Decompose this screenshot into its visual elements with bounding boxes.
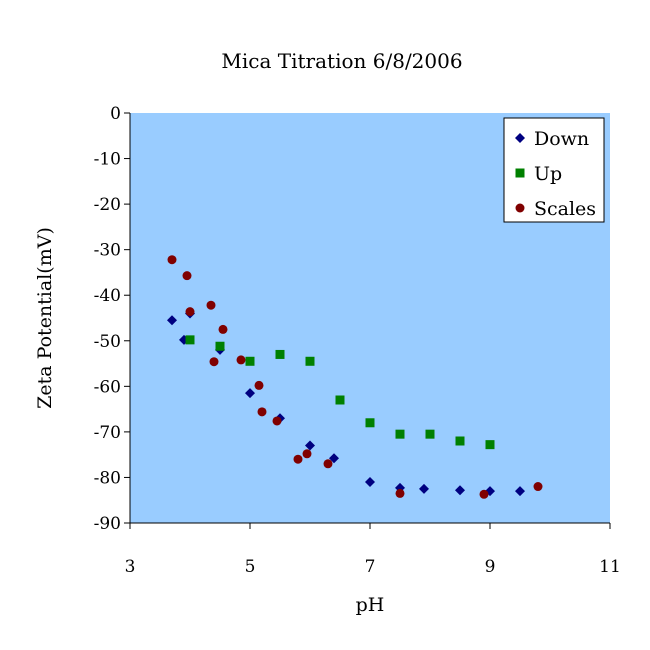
data-point-scales — [182, 271, 192, 281]
legend-marker-up — [515, 168, 525, 178]
data-point-down — [305, 440, 315, 451]
legend-label-down: Down — [534, 128, 589, 150]
data-point-scales — [293, 454, 303, 464]
y-tick-label: -80 — [94, 468, 121, 488]
x-axis: 3 5 7 9 11 — [125, 522, 621, 577]
series-up — [185, 335, 495, 450]
x-tick-label: 3 — [125, 557, 136, 577]
data-point-scales — [395, 488, 405, 498]
data-point-scales — [236, 355, 246, 365]
data-point-scales — [272, 416, 282, 426]
x-axis-title: pH — [356, 594, 385, 616]
data-point-up — [395, 429, 405, 439]
x-tick-label: 11 — [599, 557, 621, 577]
legend-label-up: Up — [534, 163, 562, 185]
x-tick-label: 7 — [365, 557, 376, 577]
data-point-up — [335, 395, 345, 405]
data-point-up — [245, 356, 255, 366]
x-tick-label: 9 — [485, 557, 496, 577]
series-scales — [167, 255, 543, 499]
data-point-scales — [209, 357, 219, 367]
y-tick-label: -70 — [94, 423, 121, 443]
data-point-scales — [302, 449, 312, 459]
x-tick-label: 5 — [245, 557, 256, 577]
y-axis-title: Zeta Potential(mV) — [34, 227, 56, 409]
data-point-down — [329, 453, 339, 464]
legend: Down Up Scales — [503, 117, 605, 223]
y-tick-label: -40 — [94, 286, 121, 306]
data-point-up — [185, 335, 195, 345]
y-tick-label: -90 — [94, 514, 121, 534]
data-point-up — [485, 440, 495, 450]
legend-marker-scales — [515, 203, 525, 213]
y-tick-label: -50 — [94, 332, 121, 352]
data-point-down — [515, 486, 525, 497]
data-point-up — [455, 436, 465, 446]
y-tick-label: -10 — [94, 150, 121, 170]
data-point-down — [167, 315, 177, 326]
y-tick-label: -60 — [94, 377, 121, 397]
y-tick-label: -30 — [94, 241, 121, 261]
legend-label-scales: Scales — [534, 198, 596, 220]
data-point-scales — [254, 380, 264, 390]
data-point-up — [365, 418, 375, 428]
data-point-up — [215, 341, 225, 351]
data-point-up — [425, 429, 435, 439]
data-point-scales — [218, 324, 228, 334]
data-point-down — [455, 485, 465, 496]
data-point-up — [275, 349, 285, 359]
data-point-scales — [533, 482, 543, 492]
chart-title: Mica Titration 6/8/2006 — [221, 49, 462, 73]
data-point-scales — [167, 255, 177, 265]
y-axis: 0 -10 -20 -30 -40 -50 -60 -70 -80 -90 — [94, 104, 131, 534]
y-tick-label: 0 — [110, 104, 121, 124]
y-tick-label: -20 — [94, 195, 121, 215]
data-point-up — [305, 356, 315, 366]
data-series — [167, 255, 543, 499]
data-point-scales — [257, 407, 267, 417]
data-point-scales — [206, 300, 216, 310]
data-point-down — [419, 483, 429, 494]
legend-marker-down — [515, 133, 525, 143]
data-point-scales — [479, 489, 489, 499]
data-point-scales — [323, 459, 333, 469]
data-point-down — [245, 388, 255, 399]
data-point-down — [365, 477, 375, 487]
data-point-scales — [185, 307, 195, 317]
series-down — [167, 308, 525, 497]
